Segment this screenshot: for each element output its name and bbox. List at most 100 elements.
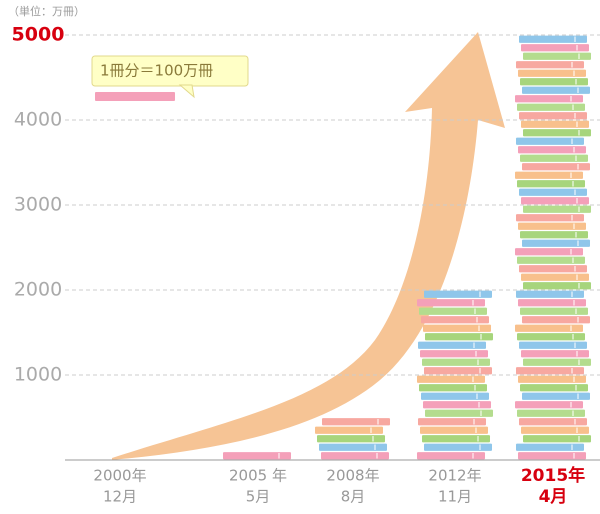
book — [315, 426, 383, 434]
book — [322, 418, 390, 426]
book — [425, 333, 493, 341]
book — [520, 231, 588, 239]
book — [518, 146, 586, 154]
book — [518, 69, 586, 77]
book — [519, 112, 587, 120]
book — [423, 324, 491, 332]
book — [523, 52, 591, 60]
book — [419, 307, 487, 315]
legend-box — [91, 55, 249, 87]
book — [520, 154, 588, 162]
book — [518, 222, 586, 230]
book — [420, 426, 488, 434]
book — [420, 350, 488, 358]
book-stack — [223, 452, 291, 460]
book — [516, 137, 584, 145]
book — [424, 367, 492, 375]
book — [522, 163, 590, 171]
book — [422, 435, 490, 443]
book — [518, 375, 586, 383]
book — [423, 401, 491, 409]
y-tick-label: 1000 — [14, 364, 62, 386]
y-tick-label: 5000 — [12, 24, 65, 46]
book — [521, 120, 589, 128]
book — [522, 392, 590, 400]
book — [518, 452, 586, 460]
book — [425, 409, 493, 417]
x-tick-label: 2005 年 — [229, 467, 287, 485]
book — [418, 341, 486, 349]
book — [519, 341, 587, 349]
book — [523, 435, 591, 443]
book — [321, 452, 389, 460]
book — [521, 273, 589, 281]
x-tick-label: 8月 — [341, 488, 366, 506]
book-stack — [315, 418, 390, 460]
book — [521, 350, 589, 358]
x-tick-label: 2015年 — [521, 465, 585, 486]
book — [421, 392, 489, 400]
book — [520, 307, 588, 315]
book — [517, 180, 585, 188]
unit-label: （単位：万冊） — [8, 4, 85, 18]
legend-pointer — [178, 84, 195, 99]
book — [520, 78, 588, 86]
book — [517, 333, 585, 341]
book — [523, 129, 591, 137]
book — [521, 197, 589, 205]
book — [515, 324, 583, 332]
book — [516, 290, 584, 298]
book — [516, 214, 584, 222]
book — [419, 384, 487, 392]
x-tick-label: 2008年 — [326, 467, 379, 485]
y-tick-label: 3000 — [14, 194, 62, 216]
book — [422, 358, 490, 366]
book — [522, 239, 590, 247]
book — [517, 103, 585, 111]
book — [521, 426, 589, 434]
book — [519, 265, 587, 273]
book — [522, 86, 590, 94]
book — [516, 443, 584, 451]
book — [317, 435, 385, 443]
y-tick-label: 4000 — [14, 109, 62, 131]
book — [519, 188, 587, 196]
growth-arrow — [112, 32, 505, 460]
book — [519, 35, 587, 43]
book — [518, 299, 586, 307]
book — [516, 61, 584, 69]
book — [421, 316, 489, 324]
x-tick-label: 12月 — [103, 488, 137, 506]
book — [417, 299, 485, 307]
book — [520, 384, 588, 392]
x-tick-label: 11月 — [438, 488, 472, 506]
book — [417, 375, 485, 383]
book — [519, 418, 587, 426]
book — [223, 452, 291, 460]
legend-text: 1冊分＝100万冊 — [100, 62, 213, 80]
book — [523, 358, 591, 366]
book — [517, 409, 585, 417]
legend-book — [95, 92, 175, 101]
book — [523, 205, 591, 213]
book — [417, 452, 485, 460]
book — [418, 418, 486, 426]
x-tick-label: 4月 — [539, 487, 568, 507]
book — [515, 248, 583, 256]
x-tick-label: 2000年 — [93, 467, 146, 485]
y-tick-label: 2000 — [14, 279, 62, 301]
book — [523, 282, 591, 290]
x-tick-label: 2012年 — [428, 467, 481, 485]
book — [424, 443, 492, 451]
book — [515, 401, 583, 409]
book — [517, 256, 585, 264]
book — [319, 443, 387, 451]
book — [522, 316, 590, 324]
book — [515, 95, 583, 103]
book-stack — [417, 290, 493, 460]
book-stack — [515, 35, 591, 460]
book — [516, 367, 584, 375]
book — [424, 290, 492, 298]
book — [521, 44, 589, 52]
